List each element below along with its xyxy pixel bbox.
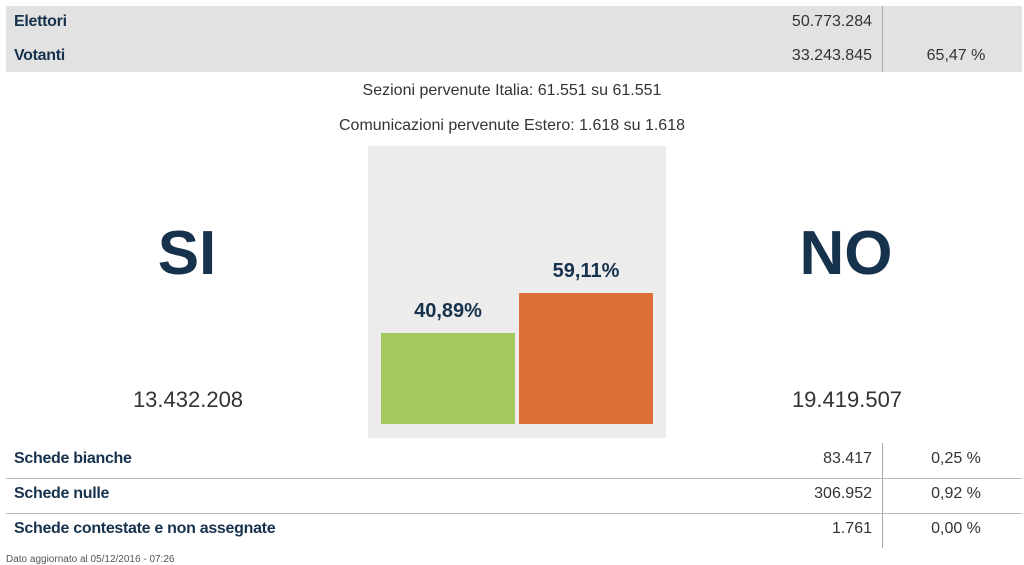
row-label: Schede bianche [14,450,132,467]
row-label: Schede nulle [14,485,110,502]
row-percent: 0,92 % [931,485,981,502]
results-chart: 40,89% 59,11% [368,146,666,438]
column-divider [882,6,883,72]
update-timestamp: Dato aggiornato al 05/12/2016 - 07:26 [6,554,175,565]
row-label: Schede contestate e non assegnate [14,520,276,537]
si-label: SI [157,219,217,288]
row-percent: 65,47 % [926,47,986,64]
ballot-row: Schede bianche 83.417 0,25 % [6,443,1022,479]
ballot-row: Schede contestate e non assegnate 1.761 … [6,513,1022,548]
row-percent: 0,25 % [931,450,981,467]
row-value: 306.952 [814,485,872,502]
row-label: Votanti [14,47,65,64]
no-total: 19.419.507 [791,387,903,412]
ballot-row: Schede nulle 306.952 0,92 % [6,478,1022,514]
row-value: 50.773.284 [791,13,872,30]
data-label-no: 59,11% [552,260,620,282]
row-value: 1.761 [831,520,872,537]
no-label: NO [799,219,893,288]
row-elettori: Elettori 50.773.284 [6,6,1022,40]
row-value: 33.243.845 [791,47,872,64]
data-label-si: 40,89% [414,300,482,323]
row-percent: 0,00 % [931,520,981,537]
row-value: 83.417 [823,450,872,467]
bar-si [381,333,515,424]
si-total: 13.432.208 [132,387,244,412]
row-votanti: Votanti 33.243.845 65,47 % [6,40,1022,74]
row-label: Elettori [14,13,67,30]
summary-table: Elettori 50.773.284 Votanti 33.243.845 6… [6,6,1022,72]
column-divider [882,443,883,548]
communications-abroad: Comunicazioni pervenute Estero: 1.618 su… [339,117,685,134]
bar-no [519,293,653,424]
sections-italy: Sezioni pervenute Italia: 61.551 su 61.5… [362,82,662,99]
